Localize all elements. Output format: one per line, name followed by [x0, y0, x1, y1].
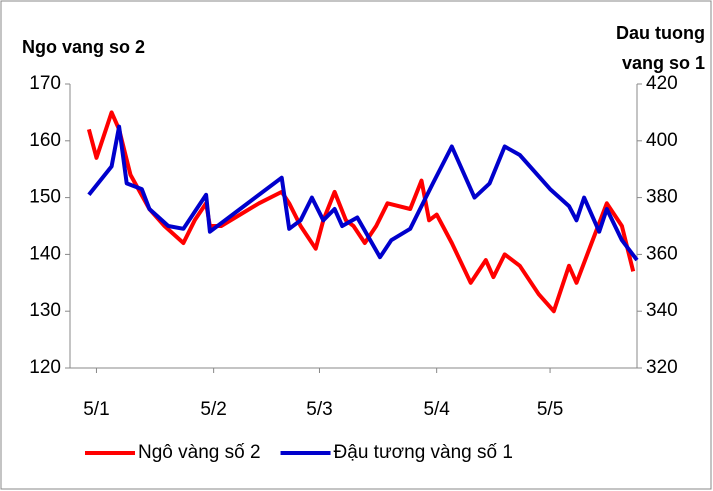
x-tick-label: 5/5 [537, 399, 563, 420]
x-tick-label: 5/2 [200, 399, 226, 420]
y-axis-title: Ngo vang so 2 [22, 37, 145, 57]
y2-tick-label: 400 [646, 130, 678, 151]
legend-label: Ngô vàng số 2 [138, 442, 261, 463]
y-tick-label: 130 [29, 300, 61, 321]
x-tick-label: 5/4 [423, 399, 450, 420]
y2-tick-label: 380 [646, 187, 678, 208]
y-tick-label: 140 [29, 243, 61, 264]
x-tick-label: 5/1 [83, 399, 109, 420]
series-line [86, 110, 636, 314]
y2-tick-label: 420 [646, 73, 678, 94]
y2-tick-label: 320 [646, 357, 678, 378]
y2-axis-title: vang so 1 [622, 53, 705, 73]
legend-label: Đậu tương vàng số 1 [334, 442, 513, 463]
series-line [87, 124, 639, 262]
y-tick-label: 120 [29, 357, 61, 378]
y2-axis-title: Dau tuong [616, 23, 705, 43]
y-tick-label: 150 [29, 187, 61, 208]
y2-tick-label: 360 [646, 243, 678, 264]
y-tick-label: 170 [29, 73, 61, 94]
y-tick-label: 160 [29, 130, 61, 151]
y2-tick-label: 340 [646, 300, 678, 321]
x-tick-label: 5/3 [306, 399, 332, 420]
